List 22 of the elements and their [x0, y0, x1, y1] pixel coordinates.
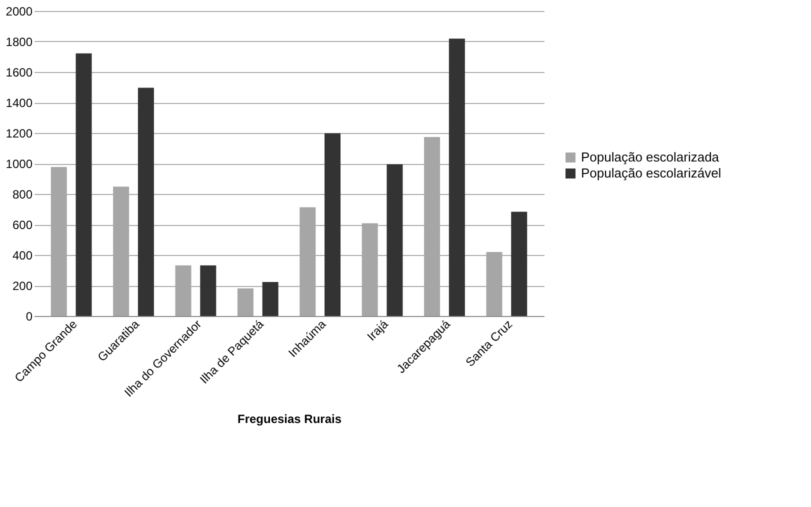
bar [262, 282, 278, 316]
y-tick-label: 600 [12, 218, 33, 232]
y-tick-label: 1600 [6, 66, 33, 80]
bar [76, 53, 92, 316]
bar [386, 164, 403, 316]
bar [324, 133, 341, 316]
legend-label: População escolarizável [581, 166, 722, 180]
x-axis-title: Freguesias Rurais [237, 412, 342, 426]
y-tick-label: 0 [26, 310, 33, 324]
bar [200, 265, 216, 316]
y-tick-label: 200 [12, 279, 33, 293]
bar [511, 212, 528, 316]
y-tick-label: 400 [12, 248, 33, 262]
y-tick-label: 1000 [6, 157, 33, 171]
y-tick-label: 1800 [6, 35, 33, 49]
y-tick-label: 2000 [6, 4, 33, 18]
y-tick-label: 800 [12, 188, 33, 202]
legend-label: População escolarizada [581, 150, 720, 164]
y-tick-label: 1400 [6, 96, 33, 110]
bar [138, 88, 154, 316]
bar [448, 38, 465, 316]
y-tick-label: 1200 [6, 126, 33, 140]
